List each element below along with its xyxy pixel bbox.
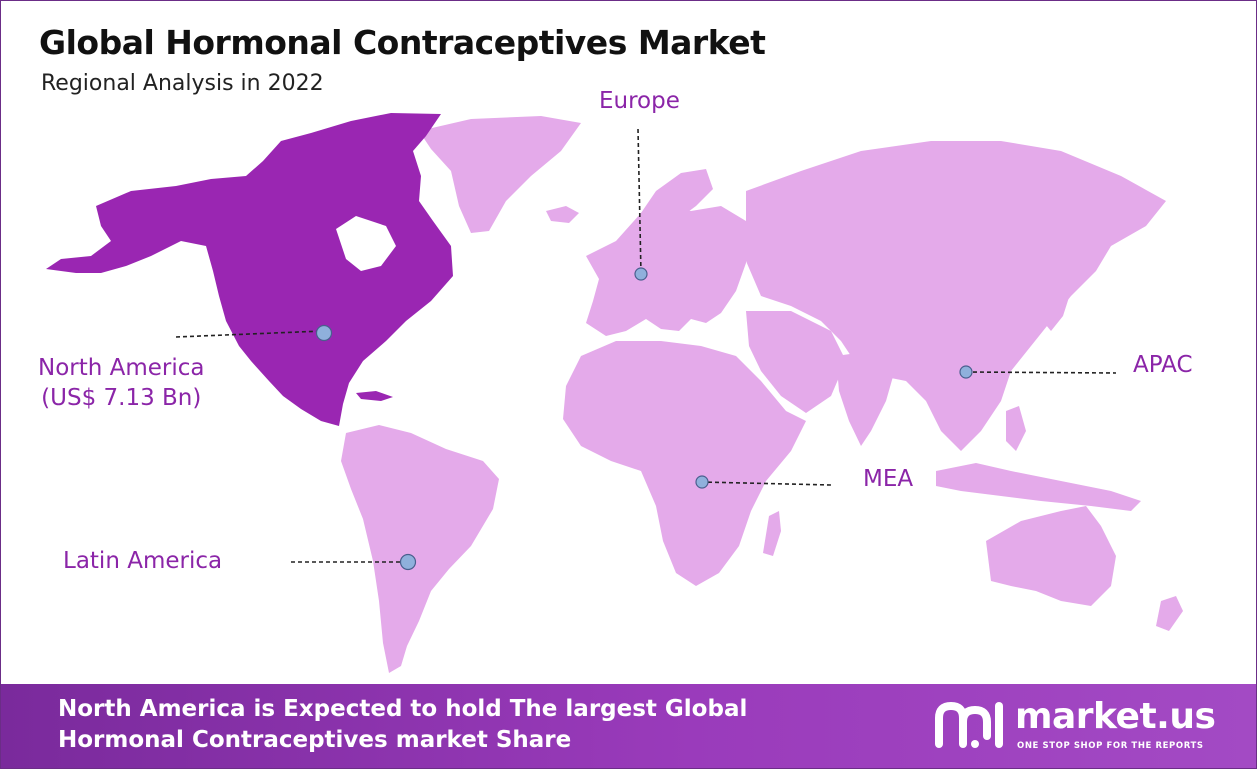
north-america-label: North America (US$ 7.13 Bn) [38,353,205,413]
europe-leader-line [637,128,642,275]
map-north-america [46,113,453,426]
map-hudson-bay [336,216,396,271]
map-scandinavia [641,169,713,237]
footer-banner: North America is Expected to hold The la… [1,684,1256,768]
map-philippines [1006,406,1026,451]
latin-america-label: Latin America [63,548,223,574]
map-madagascar [763,511,781,556]
page-subtitle: Regional Analysis in 2022 [41,71,324,96]
world-map [46,113,1183,673]
map-middle-east [746,311,846,413]
map-europe [586,206,746,336]
brand-name: market.us [1015,696,1216,737]
mea-leader-line [700,481,832,486]
map-uk [599,247,619,279]
map-africa [563,341,806,586]
map-iceland [546,206,579,223]
mea-label: MEA [863,466,914,492]
footer-line-1: North America is Expected to hold The la… [58,696,748,722]
apac-marker [959,365,973,379]
map-australia [986,506,1116,606]
map-india [836,351,896,446]
apac-leader-line [965,371,1117,374]
north-america-name: North America [38,355,205,381]
map-south-america [341,425,499,673]
footer-text: North America is Expected to hold The la… [58,694,747,756]
map-greenland [419,116,581,233]
brand-tagline: ONE STOP SHOP FOR THE REPORTS [1017,741,1204,751]
map-caribbean [356,391,393,401]
footer-line-2: Hormonal Contraceptives market Share [58,727,572,753]
map-southeast-asia [936,463,1141,511]
north-america-value: (US$ 7.13 Bn) [41,385,202,411]
latin-america-marker [399,553,417,571]
apac-label: APAC [1133,352,1193,378]
map-asia [746,141,1166,451]
north-america-marker [315,324,333,342]
north-america-leader-line [175,330,324,338]
brand-logo: market.us ONE STOP SHOP FOR THE REPORTS [933,696,1233,756]
mea-marker [695,475,709,489]
market-us-logo-icon [935,701,1003,748]
map-japan [1041,266,1071,331]
map-new-zealand [1156,596,1183,631]
europe-label: Europe [599,88,680,114]
page-title: Global Hormonal Contraceptives Market [39,23,766,62]
europe-marker [634,267,648,281]
